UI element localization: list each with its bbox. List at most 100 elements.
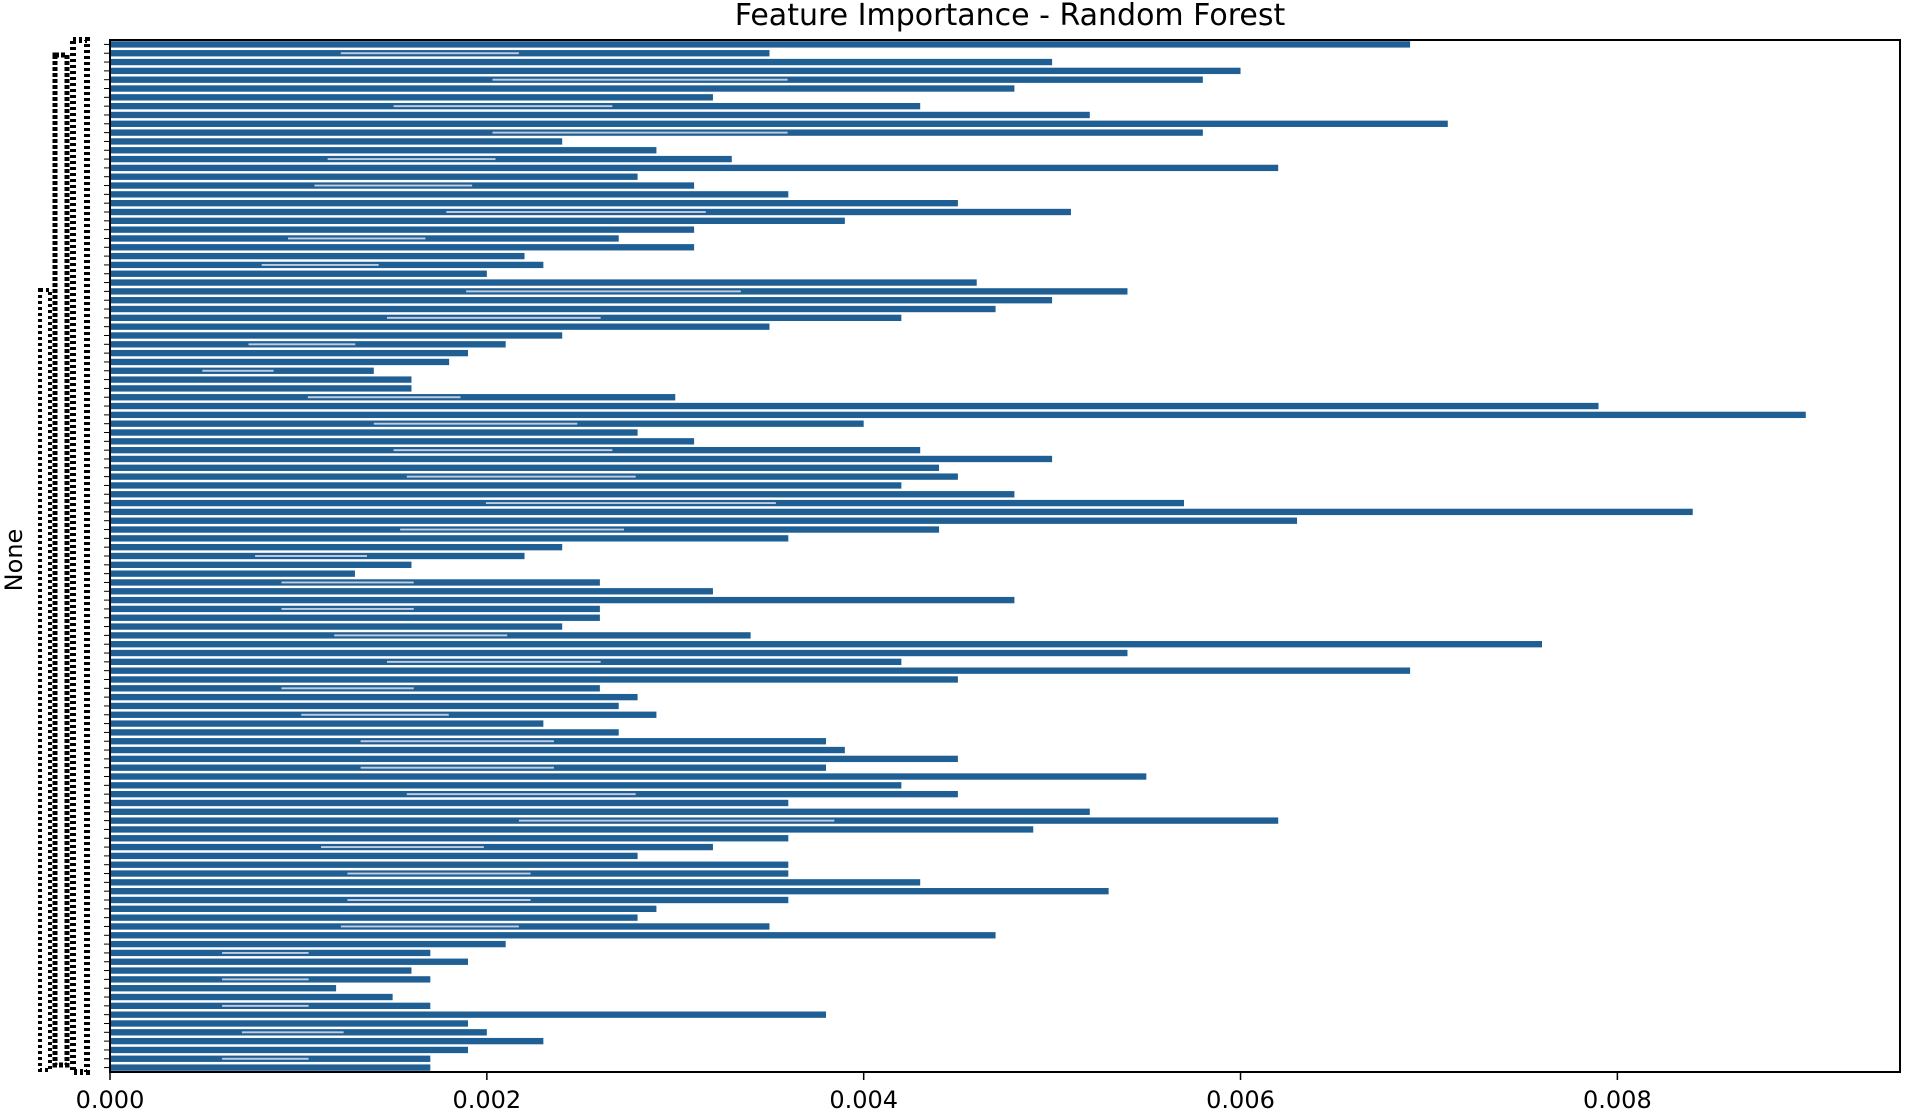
bar-56: [110, 535, 789, 542]
bar-66: [110, 623, 563, 630]
bar-72: [110, 676, 958, 683]
bar-11: [110, 138, 563, 145]
bar-highlight-22: [288, 237, 426, 240]
bar-47: [110, 455, 1053, 463]
bar-42: [110, 411, 1806, 419]
x-tick-label-2: 0.004: [829, 1086, 898, 1114]
bar-highlight-79: [360, 740, 554, 743]
bar-86: [110, 799, 789, 807]
bar-highlight-97: [347, 899, 531, 901]
y-axis-label: None: [0, 529, 28, 592]
bar-highlight-10: [492, 131, 788, 134]
bar-113: [110, 1037, 544, 1045]
bar-highlight-73: [281, 687, 414, 690]
bar-highlight-70: [386, 660, 601, 663]
y-tick-labels-column-right: [70, 37, 90, 1075]
bar-12: [110, 147, 657, 154]
bar-highlight-85: [406, 793, 636, 796]
bar-17: [110, 191, 789, 198]
bar-highlight-13: [327, 158, 496, 161]
bar-35: [110, 349, 468, 357]
bar-54: [110, 517, 1298, 524]
bar-highlight-55: [400, 528, 625, 531]
bar-highlight-58: [255, 555, 368, 557]
bar-highlight-46: [393, 449, 613, 452]
y-tick-labels-column-middle: [52, 52, 70, 1068]
bar-95: [110, 879, 921, 886]
bar-highlight-67: [334, 634, 508, 637]
bar-87: [110, 808, 1090, 815]
bar-highlight-88: [518, 819, 835, 822]
bar-36: [110, 358, 450, 366]
bar-59: [110, 561, 412, 568]
bar-99: [110, 914, 638, 921]
bars-group: [110, 41, 1806, 1071]
bar-98: [110, 905, 657, 912]
bar-highlight-49: [406, 475, 636, 478]
bar-44: [110, 429, 638, 436]
bar-39: [110, 385, 412, 392]
bar-93: [110, 861, 789, 868]
bar-highlight-52: [485, 502, 776, 505]
bar-51: [110, 491, 1015, 498]
y-tick-labels-column-left: [38, 288, 52, 1072]
bar-highlight-40: [307, 396, 461, 399]
x-tick-label-3: 0.006: [1206, 1086, 1275, 1114]
chart-title: Feature Importance - Random Forest: [735, 0, 1286, 33]
bar-45: [110, 438, 695, 445]
bar-78: [110, 729, 619, 736]
bar-110: [110, 1011, 826, 1018]
bar-14: [110, 164, 1279, 172]
bar-63: [110, 596, 1015, 604]
bar-2: [110, 58, 1053, 66]
bar-92: [110, 852, 638, 860]
bar-41: [110, 402, 1599, 410]
bar-68: [110, 641, 1542, 648]
bar-highlight-61: [281, 581, 414, 584]
bar-highlight-25: [261, 263, 379, 266]
bar-48: [110, 464, 940, 471]
bar-6: [110, 94, 713, 101]
bar-highlight-7: [393, 105, 613, 108]
bar-highlight-76: [301, 713, 449, 716]
bar-highlight-82: [360, 766, 554, 769]
bar-8: [110, 111, 1090, 119]
bar-highlight-115: [222, 1057, 309, 1060]
bar-33: [110, 332, 563, 339]
bar-highlight-100: [340, 925, 519, 928]
bar-highlight-19: [446, 211, 706, 213]
bar-81: [110, 755, 958, 763]
bar-21: [110, 226, 695, 233]
bar-116: [110, 1064, 431, 1071]
bar-107: [110, 985, 337, 992]
bar-60: [110, 570, 355, 577]
bar-90: [110, 835, 789, 842]
bar-highlight-31: [386, 316, 601, 319]
bar-75: [110, 702, 619, 710]
bar-105: [110, 967, 412, 974]
bar-27: [110, 279, 977, 286]
bar-32: [110, 323, 770, 330]
bar-9: [110, 120, 1448, 127]
bar-23: [110, 244, 695, 251]
bar-highlight-16: [314, 184, 473, 187]
bar-highlight-34: [248, 343, 356, 346]
plot-frame: [109, 39, 1901, 1073]
bar-highlight-37: [202, 369, 274, 372]
bar-102: [110, 940, 506, 948]
x-tick-label-1: 0.002: [452, 1086, 521, 1114]
bar-62: [110, 588, 713, 595]
bar-114: [110, 1046, 468, 1054]
bar-20: [110, 217, 845, 224]
bar-0: [110, 41, 1411, 48]
bar-highlight-103: [222, 951, 309, 954]
bar-71: [110, 667, 1411, 674]
bar-highlight-4: [492, 78, 788, 81]
bar-104: [110, 958, 468, 965]
bar-84: [110, 782, 902, 789]
bar-69: [110, 649, 1128, 657]
bar-highlight-106: [222, 978, 309, 981]
x-axis-ticks-group: 0.000 0.002 0.004 0.006 0.008: [76, 1072, 1652, 1114]
bar-53: [110, 508, 1693, 516]
